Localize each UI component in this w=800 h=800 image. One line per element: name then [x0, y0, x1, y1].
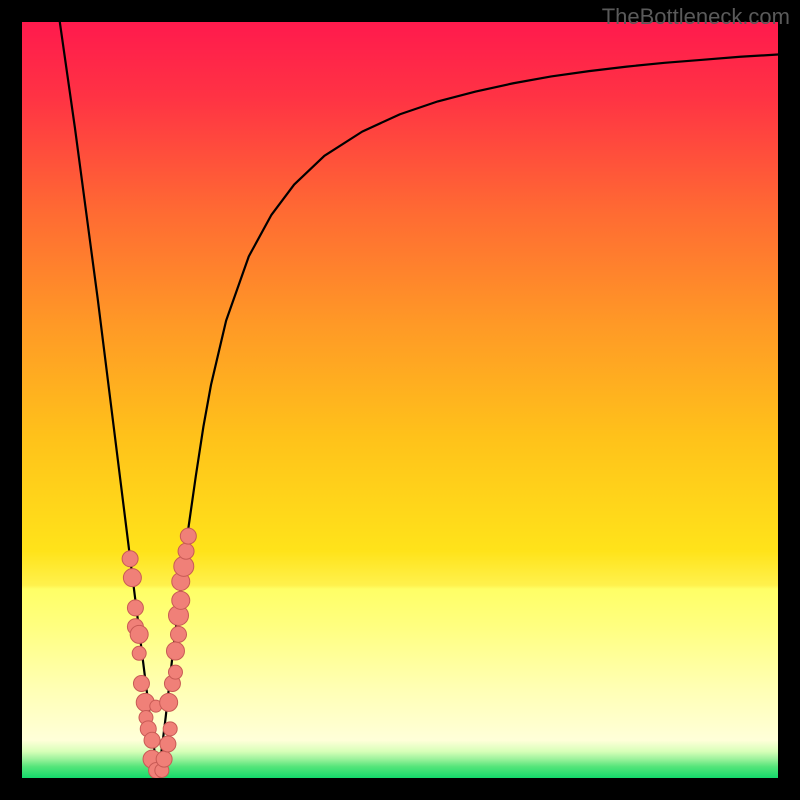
scatter-point	[127, 600, 143, 616]
chart-svg	[0, 0, 800, 800]
gradient-background	[22, 22, 778, 778]
scatter-point	[180, 528, 196, 544]
scatter-point	[160, 736, 176, 752]
scatter-point	[178, 543, 194, 559]
scatter-point	[133, 676, 149, 692]
scatter-point	[163, 722, 177, 736]
scatter-point	[170, 626, 186, 642]
scatter-point	[122, 551, 138, 567]
watermark-text: TheBottleneck.com	[602, 4, 790, 30]
bottleneck-chart: TheBottleneck.com	[0, 0, 800, 800]
scatter-point	[166, 642, 184, 660]
scatter-point	[130, 625, 148, 643]
scatter-point	[132, 646, 146, 660]
scatter-point	[156, 751, 172, 767]
scatter-point	[160, 693, 178, 711]
scatter-point	[172, 591, 190, 609]
scatter-point	[168, 665, 182, 679]
scatter-point	[144, 732, 160, 748]
scatter-point	[123, 569, 141, 587]
